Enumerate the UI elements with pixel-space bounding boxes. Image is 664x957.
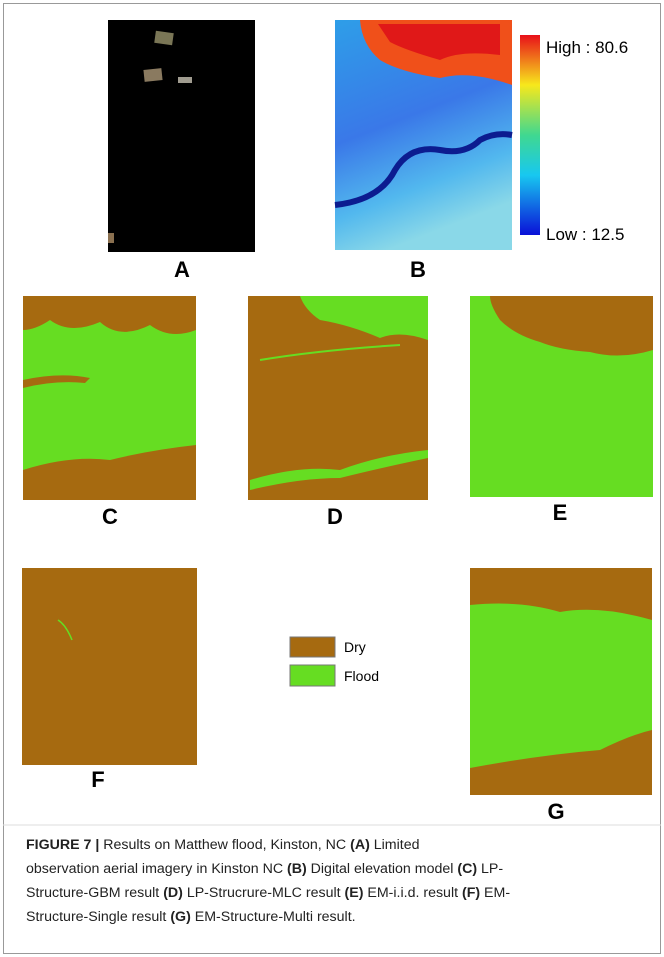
panel-label: E: [553, 500, 568, 525]
caption-run: (F): [462, 885, 480, 901]
legend-label: Dry: [344, 639, 366, 655]
photo-patch: [178, 77, 192, 83]
caption-run: observation aerial imagery in Kinston NC: [26, 861, 287, 877]
caption-run: Limited: [370, 837, 420, 853]
caption-run: FIGURE 7 |: [26, 837, 99, 853]
caption-run: (B): [287, 861, 307, 877]
photo-patch: [108, 233, 114, 243]
caption-run: Structure-Single result: [26, 909, 170, 925]
caption-line: Structure-GBM result (D) LP-Strucrure-ML…: [26, 881, 656, 905]
legend-label: Flood: [344, 668, 379, 684]
colorbar-high: High : 80.6: [546, 38, 628, 57]
photo-patch: [143, 68, 162, 82]
colorbar-low: Low : 12.5: [546, 225, 624, 244]
caption-line: FIGURE 7 | Results on Matthew flood, Kin…: [26, 833, 656, 857]
legend-swatch: [290, 665, 335, 686]
caption-run: (C): [457, 861, 477, 877]
caption-run: Structure-GBM result: [26, 885, 163, 901]
panel-f-image: [22, 568, 197, 765]
panel-a-image: [108, 20, 255, 252]
caption-run: (G): [170, 909, 191, 925]
caption-run: (D): [163, 885, 183, 901]
figure-art: A High : 80.6 Low : 12.5 B C D E F G Dry…: [0, 0, 664, 957]
caption-line: observation aerial imagery in Kinston NC…: [26, 857, 656, 881]
panel-label: G: [547, 799, 564, 824]
caption-run: LP-Strucrure-MLC result: [183, 885, 345, 901]
caption-run: LP-: [477, 861, 503, 877]
caption-run: Results on Matthew flood, Kinston, NC: [99, 837, 350, 853]
panel-label: A: [174, 257, 190, 282]
colorbar: [520, 35, 540, 235]
caption-run: Digital elevation model: [307, 861, 458, 877]
caption-run: EM-i.i.d. result: [363, 885, 462, 901]
caption-run: (E): [345, 885, 364, 901]
figure: A High : 80.6 Low : 12.5 B C D E F G Dry…: [0, 0, 664, 957]
panel-label: C: [102, 504, 118, 529]
caption-line: Structure-Single result (G) EM-Structure…: [26, 905, 656, 929]
caption-run: EM-: [480, 885, 510, 901]
legend-swatch: [290, 637, 335, 657]
panel-label: F: [91, 767, 104, 792]
caption-run: EM-Structure-Multi result.: [191, 909, 356, 925]
caption: FIGURE 7 | Results on Matthew flood, Kin…: [26, 833, 656, 929]
caption-run: (A): [350, 837, 370, 853]
panel-label: B: [410, 257, 426, 282]
photo-patch: [154, 31, 173, 45]
panel-label: D: [327, 504, 343, 529]
